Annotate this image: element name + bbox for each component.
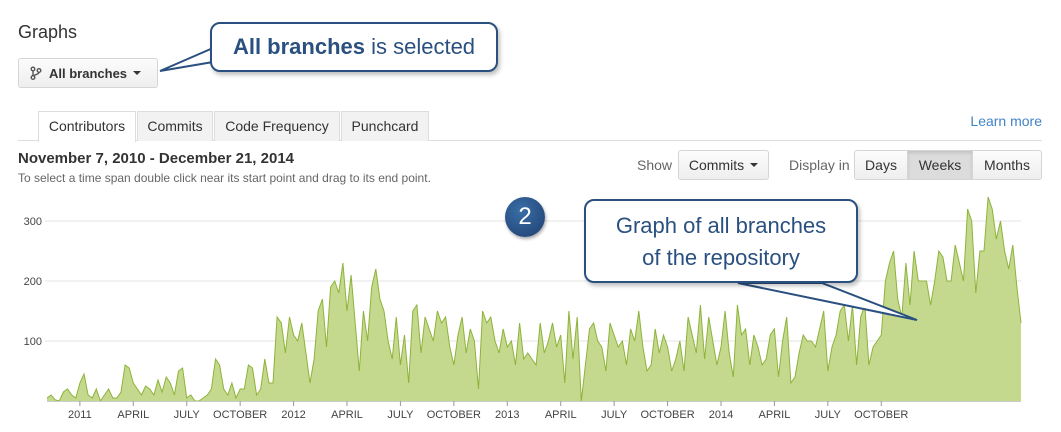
page-title: Graphs	[18, 22, 78, 42]
display-days-button[interactable]: Days	[854, 150, 908, 180]
callout-line-1: Graph of all branches	[615, 213, 827, 238]
x-tick-label: APRIL	[117, 409, 149, 421]
selection-hint: To select a time span double click near …	[18, 171, 431, 185]
x-tick-label: JULY	[601, 409, 628, 421]
callout-rest-text: is selected	[364, 34, 476, 59]
branch-icon	[29, 66, 43, 80]
display-in-label: Display in	[789, 157, 850, 173]
tab-commits[interactable]: Commits	[137, 111, 213, 141]
commits-series-line	[46, 196, 1022, 403]
graph-tabs: Contributors Commits Code Frequency Punc…	[18, 111, 1042, 142]
callout-pointer-graph	[737, 282, 918, 321]
x-tick-label: OCTOBER	[640, 409, 694, 421]
learn-more-link[interactable]: Learn more	[970, 113, 1042, 129]
tab-code-frequency[interactable]: Code Frequency	[214, 111, 340, 141]
x-tick-label: APRIL	[759, 409, 791, 421]
callout-line-2: of the repository	[642, 245, 800, 270]
x-tick-label: APRIL	[331, 409, 363, 421]
y-tick-label: 300	[24, 216, 42, 228]
x-tick-label: OCTOBER	[854, 409, 908, 421]
callout-pointer-branch	[159, 46, 214, 72]
chevron-down-icon	[133, 71, 142, 75]
y-tick-label: 100	[24, 336, 42, 348]
x-tick-label: JULY	[387, 409, 414, 421]
x-tick-label: 2013	[495, 409, 519, 421]
x-tick-label: JULY	[174, 409, 201, 421]
x-tick-label: 2012	[281, 409, 305, 421]
chevron-down-icon	[750, 163, 759, 167]
x-tick-label: 2011	[68, 409, 92, 421]
callout-bold-text: All branches	[232, 34, 365, 59]
show-dropdown-value: Commits	[688, 157, 745, 173]
date-range: November 7, 2010 - December 21, 2014	[18, 150, 294, 167]
callout-branch-selected: All branches is selected	[210, 22, 498, 72]
x-tick-label: JULY	[815, 409, 842, 421]
y-tick-label: 200	[24, 276, 42, 288]
tab-contributors[interactable]: Contributors	[38, 111, 136, 142]
callout-graph-description: Graph of all branches of the repository	[584, 199, 858, 283]
tab-punchcard[interactable]: Punchcard	[341, 111, 429, 141]
x-tick-label: APRIL	[545, 409, 577, 421]
x-tick-label: 2014	[709, 409, 733, 421]
x-tick-label: OCTOBER	[427, 409, 481, 421]
branch-selector-button[interactable]: All branches	[18, 58, 158, 88]
x-tick-label: OCTOBER	[213, 409, 267, 421]
display-months-button[interactable]: Months	[972, 150, 1042, 180]
show-label: Show	[637, 157, 673, 173]
step-badge: 2	[505, 197, 545, 237]
branch-selector-label: All branches	[49, 65, 128, 81]
show-commits-dropdown[interactable]: Commits	[678, 150, 769, 180]
commits-area	[47, 197, 1021, 401]
display-weeks-button[interactable]: Weeks	[907, 150, 973, 180]
